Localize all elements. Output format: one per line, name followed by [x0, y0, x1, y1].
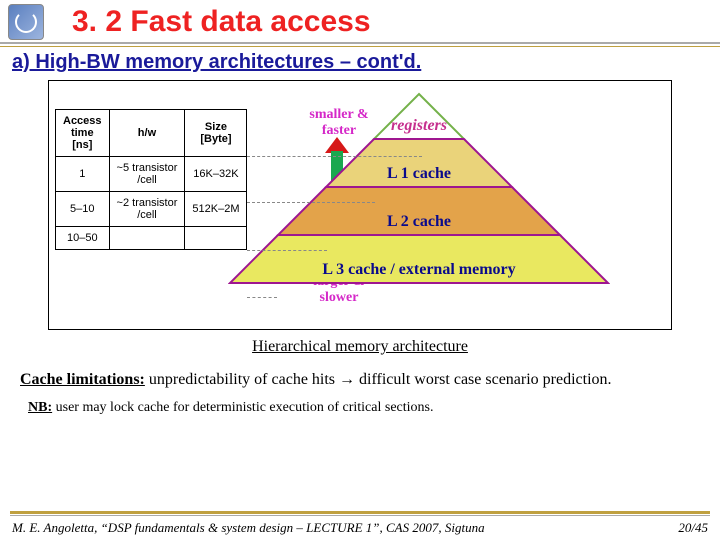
table-cell: 1: [56, 157, 110, 192]
table-header: Size[Byte]: [185, 110, 247, 157]
nb-rest: user may lock cache for deterministic ex…: [52, 400, 433, 415]
cache-rest: unpredictability of cache hits → difficu…: [145, 371, 612, 388]
table-row: 1~5 transistor/cell16K–32K: [56, 157, 247, 192]
page-title: 3. 2 Fast data access: [72, 5, 371, 39]
footer-rule: [10, 511, 710, 514]
table-cell: 16K–32K: [185, 157, 247, 192]
table-cell: ~5 transistor/cell: [109, 157, 185, 192]
footer-page: 20/45: [678, 520, 708, 536]
table-row: 10–50: [56, 227, 247, 250]
figure-frame: Accesstime[ns]h/wSize[Byte] 1~5 transist…: [48, 80, 672, 330]
connector-line: [247, 297, 277, 298]
pyramid-level-label: L 2 cache: [278, 213, 560, 231]
cache-limitations-text: Cache limitations: unpredictability of c…: [20, 370, 700, 390]
table-cell: 10–50: [56, 227, 110, 250]
memory-table: Accesstime[ns]h/wSize[Byte] 1~5 transist…: [55, 109, 247, 250]
table-cell: [109, 227, 185, 250]
rule-top2: [0, 46, 720, 47]
table-cell: ~2 transistor/cell: [109, 192, 185, 227]
table-cell: 5–10: [56, 192, 110, 227]
nb-lead: NB:: [28, 400, 52, 415]
connector-line: [247, 202, 375, 203]
pyramid-level-label: L 3 cache / external memory: [230, 261, 608, 279]
table-row: 5–10~2 transistor/cell512K–2M: [56, 192, 247, 227]
figure-caption: Hierarchical memory architecture: [0, 338, 720, 356]
footer-citation: M. E. Angoletta, “DSP fundamentals & sys…: [12, 520, 485, 536]
rule-top1: [0, 42, 720, 44]
title-bar: 3. 2 Fast data access: [0, 0, 720, 40]
table-cell: 512K–2M: [185, 192, 247, 227]
pyramid-level-label: registers: [374, 117, 464, 135]
subtitle: a) High-BW memory architectures – cont'd…: [12, 51, 720, 74]
cache-lead: Cache limitations:: [20, 371, 145, 388]
connector-line: [247, 250, 327, 251]
pyramid-level-label: L 1 cache: [326, 165, 512, 183]
table-header: h/w: [109, 110, 185, 157]
label-smaller-faster: smaller & faster: [299, 107, 379, 139]
footer: M. E. Angoletta, “DSP fundamentals & sys…: [12, 520, 708, 536]
nb-text: NB: user may lock cache for deterministi…: [28, 400, 692, 416]
table-header: Accesstime[ns]: [56, 110, 110, 157]
connector-line: [247, 156, 422, 157]
logo-icon: [8, 4, 44, 40]
